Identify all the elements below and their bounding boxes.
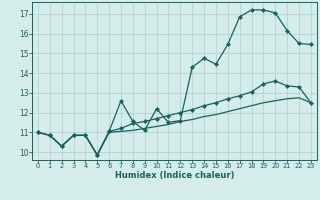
X-axis label: Humidex (Indice chaleur): Humidex (Indice chaleur) xyxy=(115,171,234,180)
